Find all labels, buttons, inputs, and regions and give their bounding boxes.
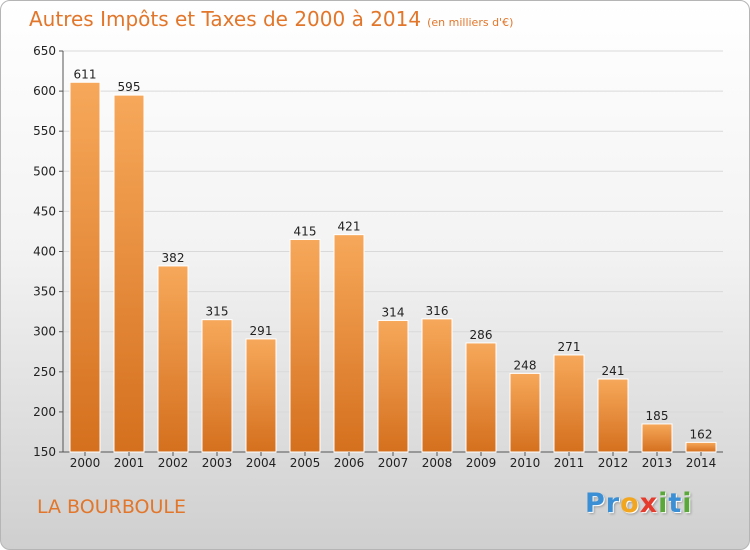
bar-value-label: 421 [338, 220, 361, 234]
bar [289, 238, 321, 453]
bar [113, 94, 145, 453]
bar-value-label: 291 [250, 324, 273, 338]
bar [597, 378, 629, 453]
x-tick-label: 2009 [466, 456, 497, 470]
y-tick-label: 450 [33, 204, 56, 218]
y-tick-label: 650 [33, 44, 56, 58]
logo-letter: o [620, 488, 640, 519]
data-labels: 611 595 382 315 291 415 421 314 316 286 248 271 241 1… [74, 67, 713, 441]
y-tick-label: 150 [33, 445, 56, 459]
bar-value-label: 271 [558, 340, 581, 354]
x-axis-ticks: 2000 2001 2002 2003 2004 2005 2006 2007 2008 2009… [70, 452, 717, 470]
logo-letter: r [605, 488, 621, 519]
proxiti-logo[interactable]: Proxiti [585, 488, 693, 519]
x-tick-label: 2006 [334, 456, 365, 470]
bar-value-label: 382 [162, 251, 185, 265]
x-tick-label: 2007 [378, 456, 409, 470]
bar-value-label: 241 [602, 364, 625, 378]
bar [201, 319, 233, 453]
bar-value-label: 248 [514, 358, 537, 372]
bar [333, 234, 365, 453]
x-tick-label: 2005 [290, 456, 321, 470]
y-tick-label: 550 [33, 124, 56, 138]
bar-value-label: 611 [74, 67, 97, 81]
bar [553, 354, 585, 453]
x-tick-label: 2010 [510, 456, 541, 470]
bar [641, 423, 673, 453]
chart-title: Autres Impôts et Taxes de 2000 à 2014 (en… [29, 7, 513, 31]
chart-title-text: Autres Impôts et Taxes de 2000 à 2014 [29, 7, 422, 31]
x-tick-label: 2004 [246, 456, 277, 470]
bar [157, 265, 189, 453]
y-tick-label: 200 [33, 405, 56, 419]
bar [377, 319, 409, 453]
y-tick-label: 600 [33, 84, 56, 98]
logo-letter: P [585, 488, 606, 519]
logo-letter: t [668, 488, 683, 519]
bar-value-label: 314 [382, 305, 405, 319]
y-axis-ticks: 150 200 250 300 350 400 450 500 550 600 650 [33, 44, 63, 459]
logo-letter: i [658, 488, 669, 519]
bar-value-label: 315 [206, 305, 229, 319]
x-tick-label: 2014 [686, 456, 717, 470]
bar [245, 338, 277, 453]
x-tick-label: 2001 [114, 456, 145, 470]
y-tick-label: 350 [33, 285, 56, 299]
logo-letter: x [639, 488, 659, 519]
bar-value-label: 185 [646, 409, 669, 423]
logo-letter: i [682, 488, 693, 519]
x-tick-label: 2012 [598, 456, 629, 470]
bar-value-label: 595 [118, 80, 141, 94]
y-tick-label: 400 [33, 245, 56, 259]
x-tick-label: 2011 [554, 456, 585, 470]
y-tick-label: 300 [33, 325, 56, 339]
bar-value-label: 286 [470, 328, 493, 342]
bar [421, 318, 453, 453]
x-tick-label: 2013 [642, 456, 673, 470]
bar-value-label: 316 [426, 304, 449, 318]
x-tick-label: 2008 [422, 456, 453, 470]
bar [465, 342, 497, 453]
bar [69, 81, 101, 453]
bar [685, 441, 717, 453]
y-tick-label: 500 [33, 164, 56, 178]
x-tick-label: 2003 [202, 456, 233, 470]
location-name: LA BOURBOULE [37, 496, 186, 518]
bars [69, 81, 717, 453]
y-tick-label: 250 [33, 365, 56, 379]
x-tick-label: 2002 [158, 456, 189, 470]
bar-value-label: 162 [690, 427, 713, 441]
bar-value-label: 415 [294, 224, 317, 238]
x-tick-label: 2000 [70, 456, 101, 470]
bar [509, 372, 541, 453]
chart-subtitle: (en milliers d'€) [427, 16, 514, 29]
